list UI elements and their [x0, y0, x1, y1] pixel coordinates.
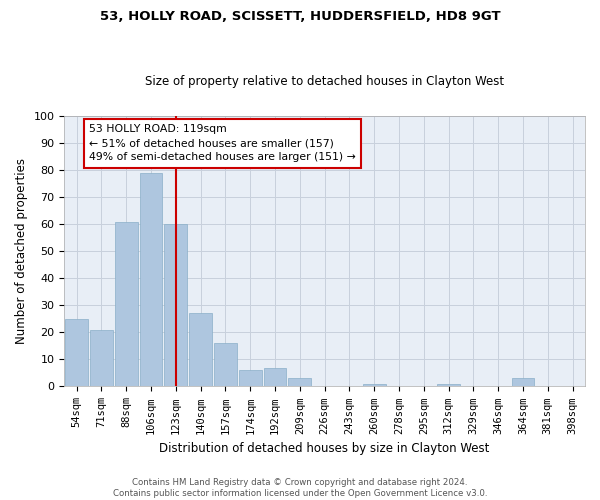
Bar	[140, 173, 163, 386]
Bar	[437, 384, 460, 386]
Y-axis label: Number of detached properties: Number of detached properties	[15, 158, 28, 344]
Bar	[115, 222, 137, 386]
Bar	[263, 368, 286, 386]
Bar	[214, 343, 237, 386]
Bar	[289, 378, 311, 386]
Text: Contains HM Land Registry data © Crown copyright and database right 2024.
Contai: Contains HM Land Registry data © Crown c…	[113, 478, 487, 498]
Title: Size of property relative to detached houses in Clayton West: Size of property relative to detached ho…	[145, 76, 504, 88]
Bar	[239, 370, 262, 386]
Text: 53, HOLLY ROAD, SCISSETT, HUDDERSFIELD, HD8 9GT: 53, HOLLY ROAD, SCISSETT, HUDDERSFIELD, …	[100, 10, 500, 23]
Bar	[363, 384, 386, 386]
Bar	[65, 319, 88, 386]
Bar	[512, 378, 535, 386]
Bar	[164, 224, 187, 386]
Bar	[189, 314, 212, 386]
Bar	[90, 330, 113, 386]
X-axis label: Distribution of detached houses by size in Clayton West: Distribution of detached houses by size …	[160, 442, 490, 455]
Text: 53 HOLLY ROAD: 119sqm
← 51% of detached houses are smaller (157)
49% of semi-det: 53 HOLLY ROAD: 119sqm ← 51% of detached …	[89, 124, 356, 162]
